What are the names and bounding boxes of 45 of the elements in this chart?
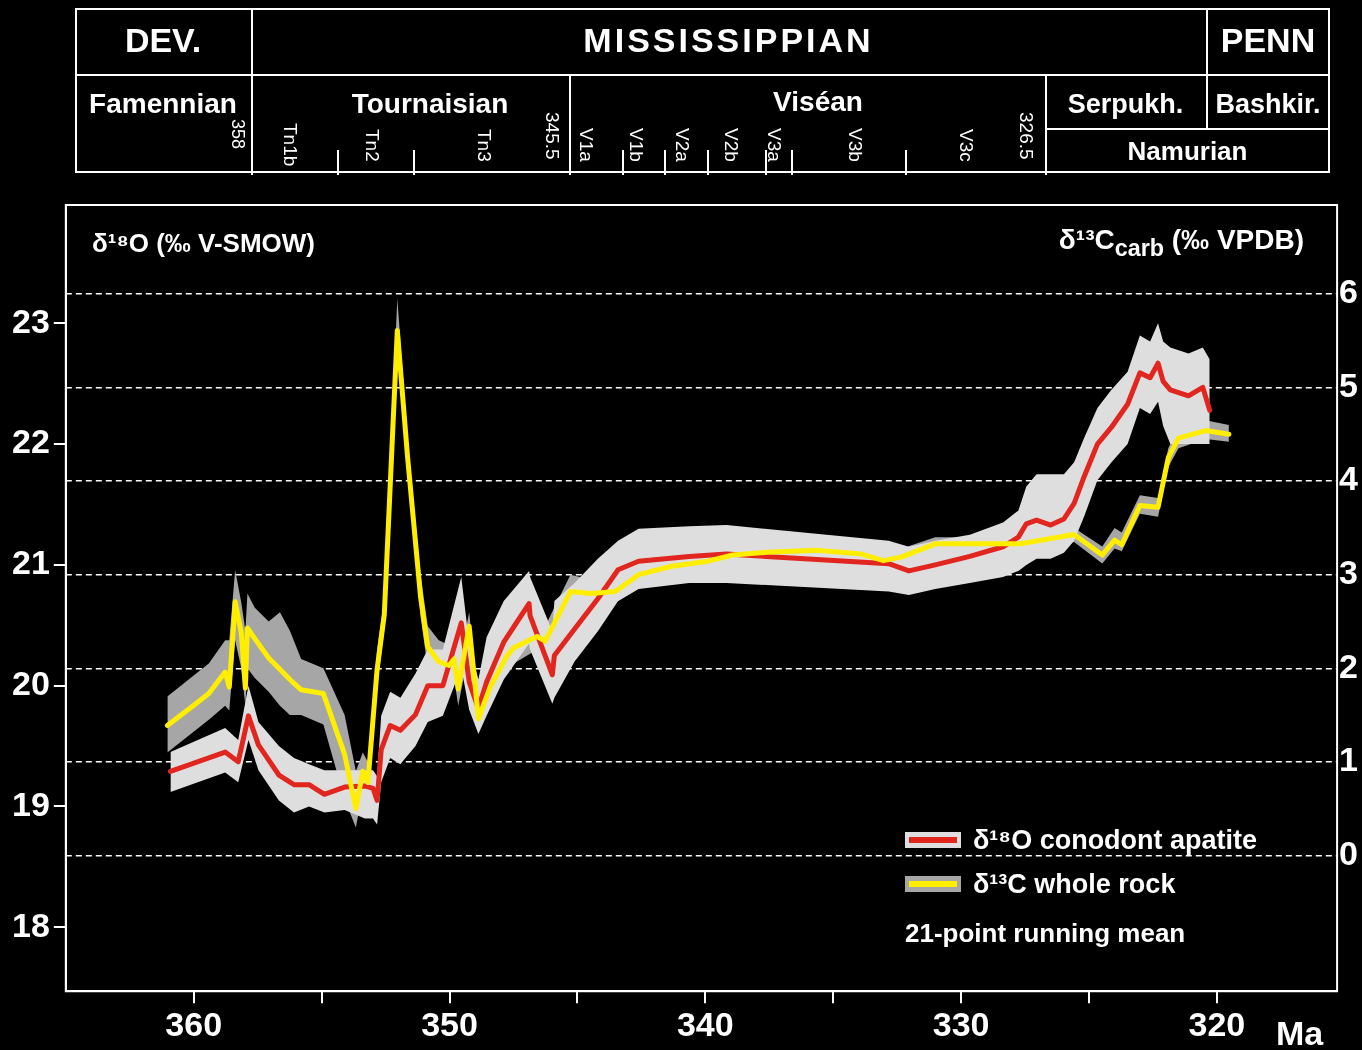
- text: 345.5: [541, 111, 564, 162]
- y-axis-title: δ¹⁸O (‰ V-SMOW): [92, 228, 316, 259]
- x-tick-label: 330: [932, 1004, 990, 1043]
- text: 358: [226, 117, 249, 151]
- text: Serpukh.: [1066, 87, 1185, 121]
- y-tick-label: 18: [11, 905, 50, 944]
- text: V3c: [955, 127, 978, 164]
- y-tick-label: 21: [11, 543, 50, 582]
- y2-tick-label: 0: [1339, 833, 1359, 872]
- text: V2a: [671, 127, 694, 164]
- y2-tick-label: 2: [1339, 646, 1359, 685]
- legend-label: δ¹³C whole rock: [973, 868, 1176, 900]
- x-tick-label: 350: [421, 1004, 478, 1043]
- text: Tn3: [473, 127, 496, 164]
- text: Bashkir.: [1214, 87, 1322, 121]
- text: Namurian: [1126, 135, 1249, 168]
- x-axis-title: Ma: [1276, 1014, 1324, 1050]
- y2-tick-label: 1: [1339, 740, 1359, 779]
- y2-axis-title: δ¹³C$_{carb}$ (‰ VPDB): [1058, 224, 1304, 262]
- y-tick-label: 19: [11, 784, 50, 823]
- text: Viséan: [773, 86, 863, 117]
- legend-label: δ¹⁸O conodont apatite: [973, 824, 1258, 856]
- y2-tick-label: 6: [1339, 272, 1359, 311]
- text: Tn2: [361, 127, 384, 164]
- text: V2b: [720, 127, 743, 164]
- x-tick-label: 340: [676, 1004, 734, 1043]
- text: V1a: [575, 127, 598, 164]
- text: MISSISSIPPIAN: [582, 20, 875, 61]
- x-tick-label: 320: [1188, 1004, 1246, 1043]
- text: Tn1b: [279, 122, 302, 169]
- text: V3b: [844, 127, 867, 164]
- y-tick-label: 23: [11, 301, 50, 340]
- text: DEV.: [123, 20, 203, 61]
- text: V1b: [625, 127, 648, 164]
- text: Tournaisian: [351, 88, 509, 119]
- text: V3a: [763, 127, 786, 164]
- y2-tick-label: 3: [1339, 553, 1359, 592]
- y-tick-label: 22: [11, 422, 50, 461]
- x-tick-label: 360: [165, 1004, 223, 1043]
- annotation: 21-point running mean: [905, 918, 1186, 949]
- text: 326.5: [1015, 111, 1038, 162]
- y2-tick-label: 5: [1339, 365, 1359, 404]
- text: PENN: [1219, 20, 1317, 61]
- y2-tick-label: 4: [1339, 459, 1359, 498]
- y-tick-label: 20: [11, 664, 50, 703]
